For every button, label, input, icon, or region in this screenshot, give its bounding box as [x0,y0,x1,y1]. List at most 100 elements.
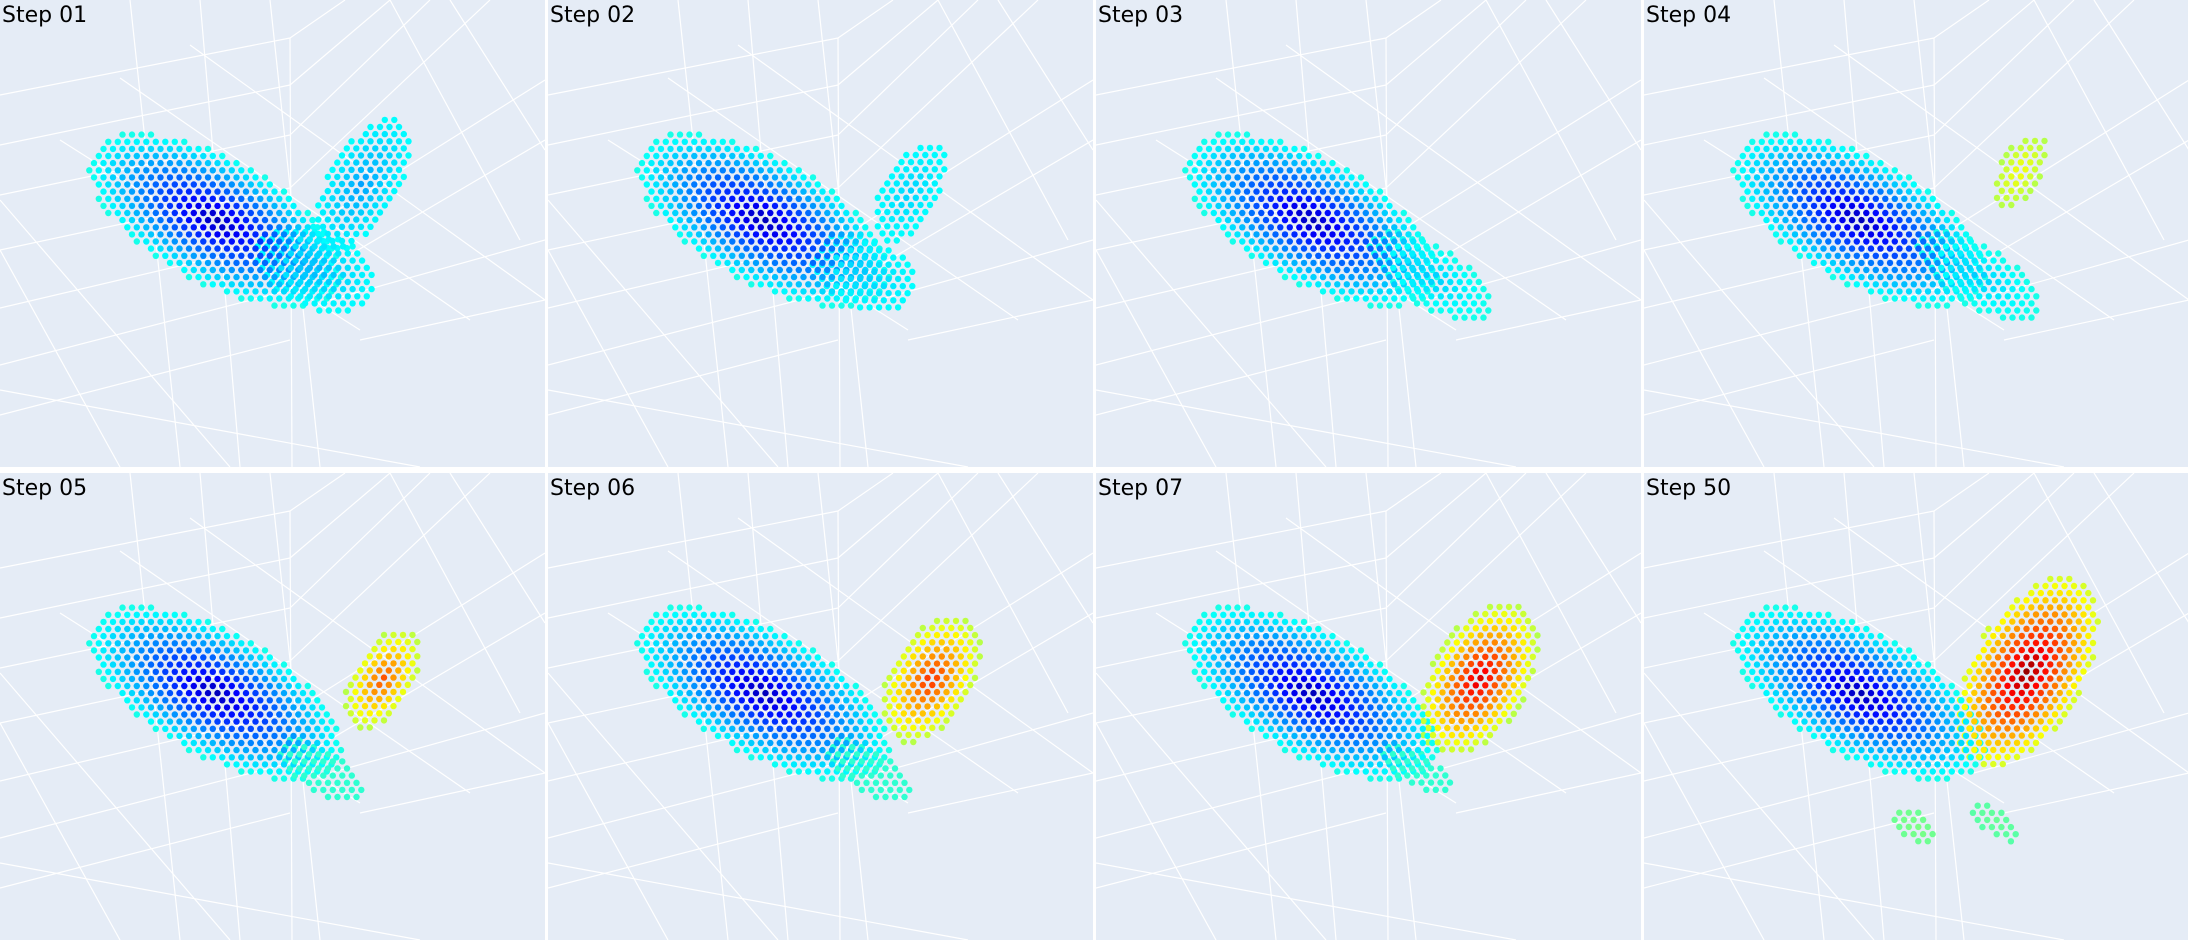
data-point [1882,739,1889,747]
data-point [143,181,150,188]
data-point [1739,654,1746,661]
data-point [648,675,655,683]
data-point [1763,188,1770,195]
data-point [910,738,917,746]
data-point [228,725,235,732]
data-point [800,188,807,195]
data-point [1362,209,1369,217]
data-point [967,639,974,646]
data-point [1277,725,1284,732]
data-point [790,661,798,668]
data-point [247,697,254,704]
data-point [109,188,117,195]
data-point [903,223,910,230]
data-point [1848,661,1856,668]
data-point [257,754,264,761]
data-point [1405,689,1412,697]
data-point [257,195,264,202]
data-point [1296,281,1303,288]
data-point [757,640,764,647]
data-point [200,725,207,732]
data-point [1891,181,1898,188]
data-point [109,159,117,167]
data-point [147,245,155,252]
data-point [1848,231,1856,238]
data-point [819,661,826,668]
data-point [1432,786,1439,793]
data-point [676,604,684,611]
grid-line [548,389,969,467]
data-point [261,761,269,768]
data-point [1258,682,1265,690]
data-point [247,167,254,174]
data-point [1782,647,1789,654]
data-point [1763,618,1770,626]
data-point [1281,216,1289,224]
data-point [898,201,905,209]
data-point [767,281,774,288]
data-point [1201,195,1208,202]
data-point [209,238,216,245]
data-point [261,231,269,238]
data-point [285,725,292,732]
data-point [724,202,731,210]
data-point [1872,739,1879,747]
data-point [904,275,911,283]
data-point [385,710,392,717]
data-point [305,779,313,786]
grid-line [0,199,231,467]
data-point [714,661,722,668]
data-point [886,688,893,696]
data-point [1984,802,1991,809]
data-point [1338,761,1346,768]
data-point [1405,216,1412,224]
data-point [912,194,919,201]
data-point [1324,238,1331,245]
data-point [1915,288,1922,295]
data-point [776,682,783,690]
data-point [800,704,807,711]
data-point [800,231,807,238]
data-point [1453,625,1460,632]
data-point [1943,689,1951,697]
data-point [891,710,898,717]
data-point [838,216,845,224]
data-point [1910,238,1917,245]
data-point [138,647,145,654]
data-point [271,188,278,195]
data-point [1296,266,1303,274]
data-point [366,667,373,674]
data-point [1281,661,1289,668]
data-point [905,646,912,653]
data-point [824,281,831,288]
grid-line [1933,0,2035,86]
data-point [1791,618,1799,626]
grid-line [329,712,545,774]
data-point [354,264,361,271]
grid-line [1096,134,1387,196]
data-point [390,631,397,639]
data-point [1319,675,1327,683]
data-point [252,216,259,224]
data-point [1229,697,1236,704]
data-point [922,180,929,187]
data-point [1753,174,1761,181]
data-point [1324,697,1331,704]
data-point [1215,174,1222,181]
data-point [1334,266,1341,274]
data-point [905,674,912,682]
data-point [204,675,212,683]
data-point [297,293,304,300]
grid-line [548,84,839,146]
data-point [1763,632,1770,640]
data-point [133,138,140,145]
grid-line [1933,473,2135,662]
data-point [924,674,931,682]
data-point [147,131,155,138]
data-point [849,743,856,751]
data-point [1404,772,1411,779]
data-point [1863,711,1870,718]
data-point [691,625,698,633]
data-point [1248,252,1255,259]
data-point [119,661,126,668]
